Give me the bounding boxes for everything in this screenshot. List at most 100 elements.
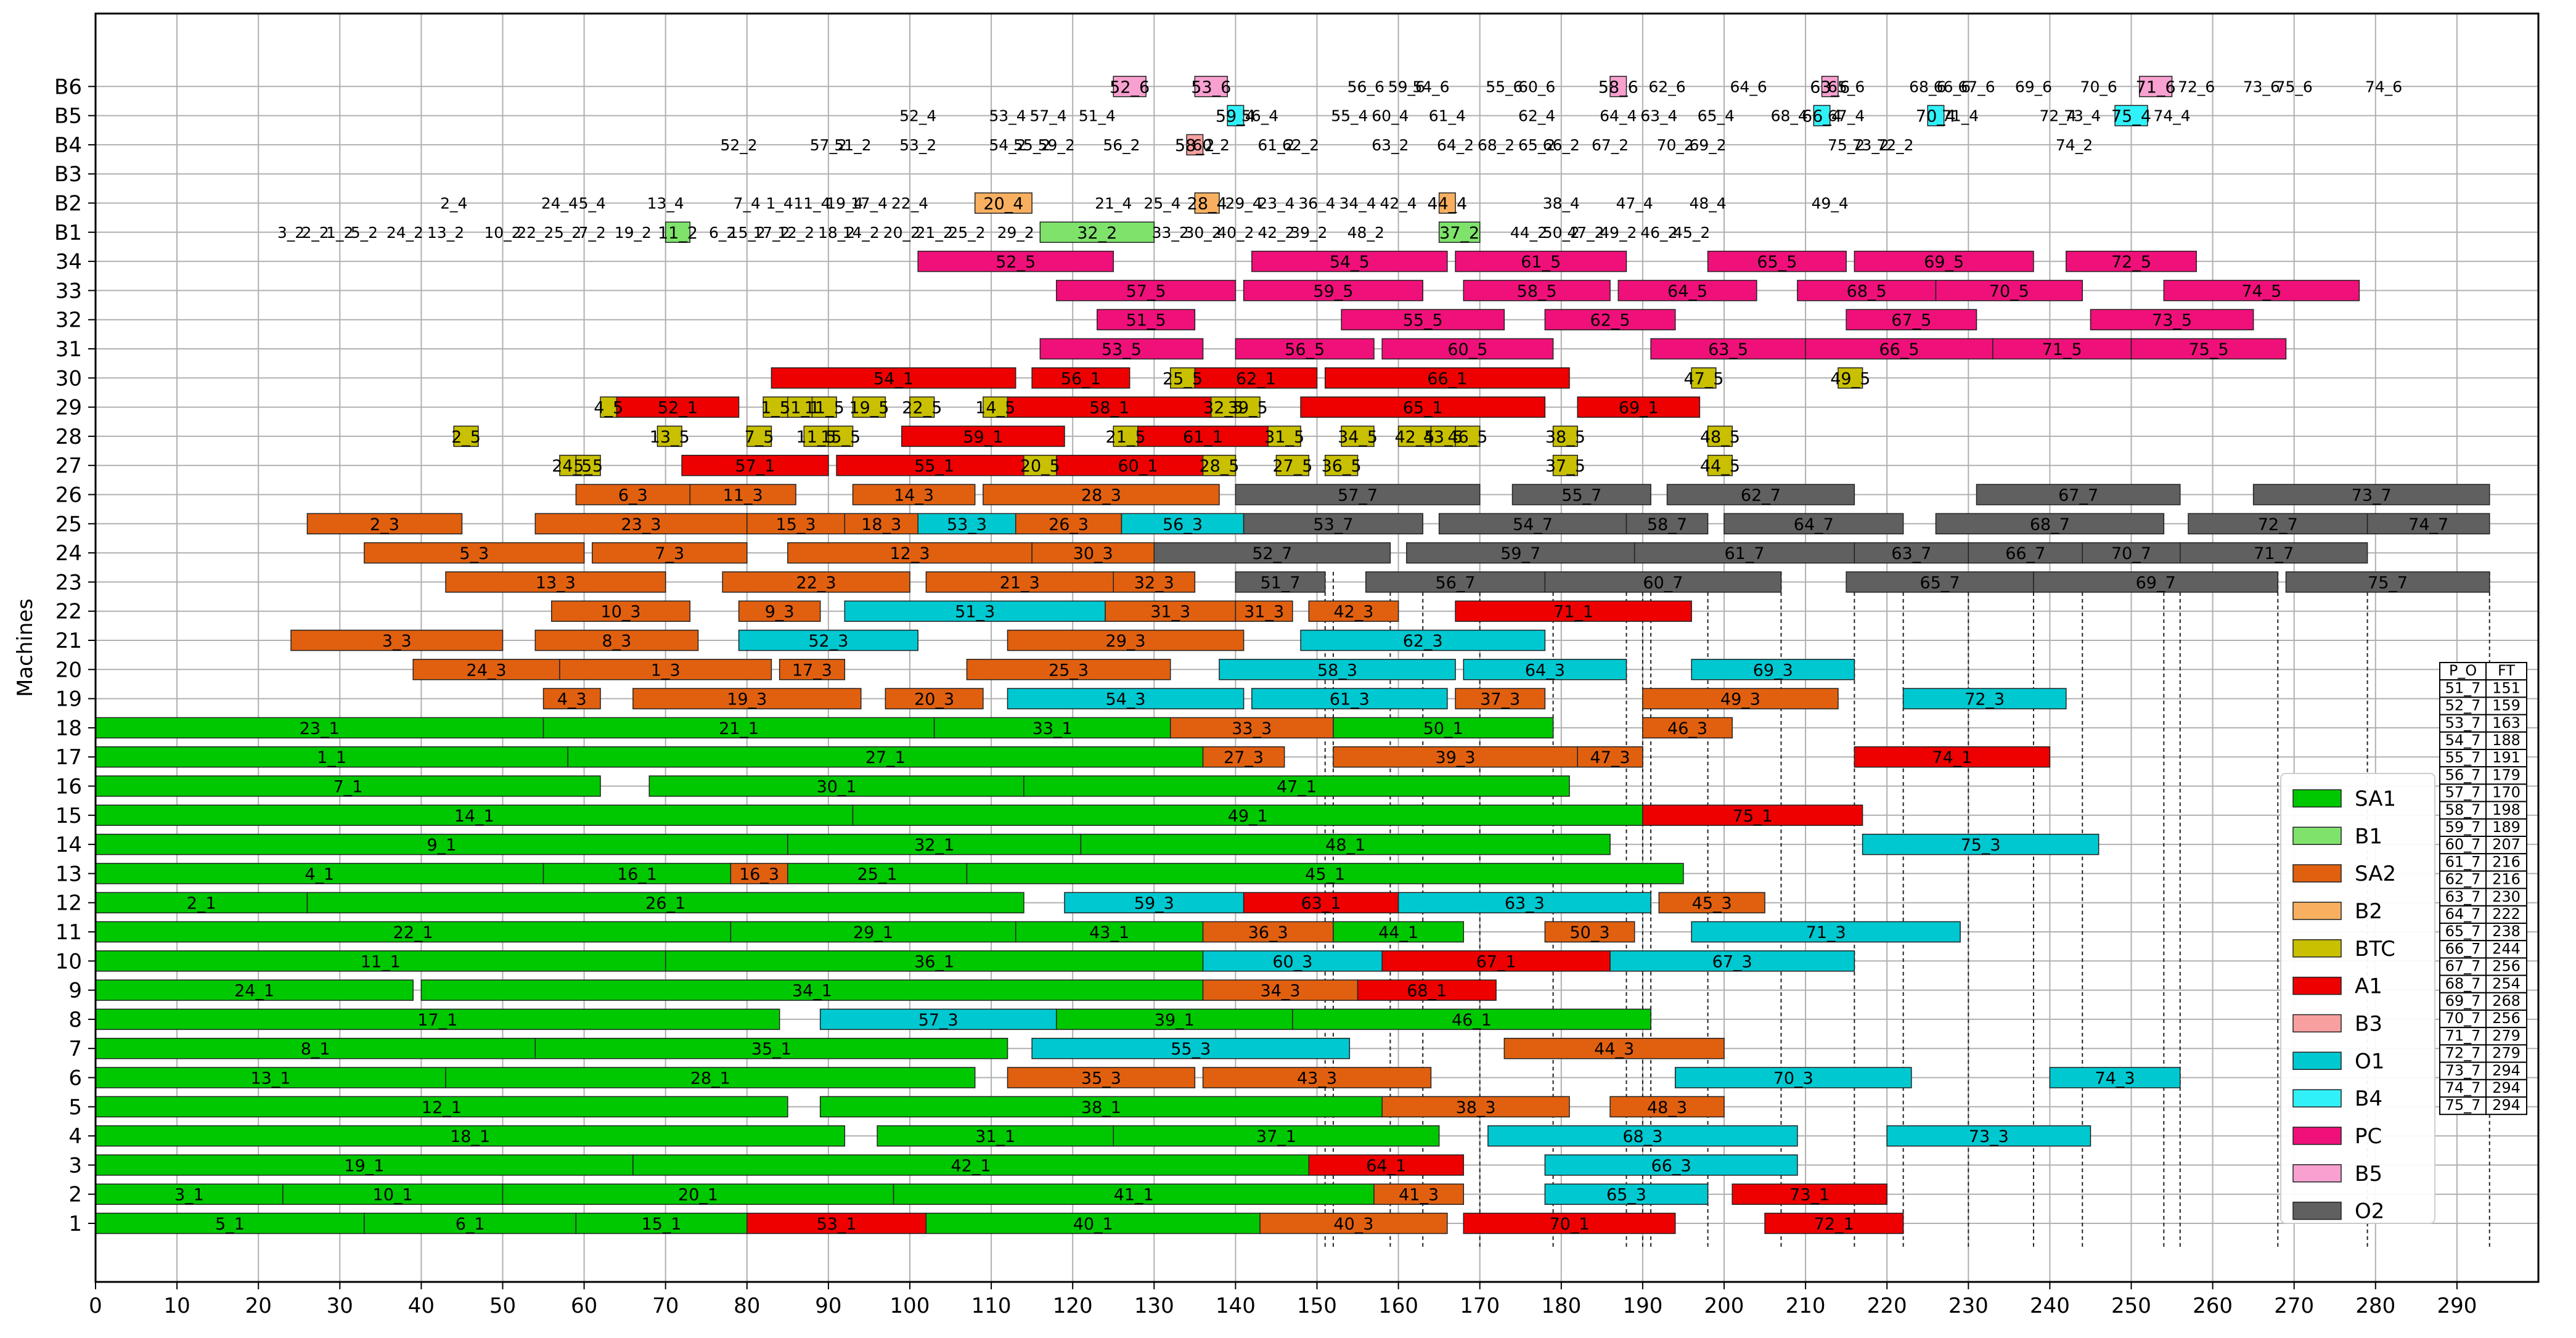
y-tick-label: 31 bbox=[55, 337, 82, 362]
task-bar-label: 75_3 bbox=[1961, 836, 2001, 855]
task-bar bbox=[1056, 280, 1237, 301]
task-bar-label: 51_1 bbox=[780, 399, 820, 418]
task-bar-label: 17_3 bbox=[792, 661, 832, 680]
task-bar bbox=[1642, 804, 1863, 826]
table-job: 61_7 bbox=[2445, 853, 2481, 870]
y-tick-label: 20 bbox=[55, 658, 82, 682]
task-bar bbox=[836, 454, 1032, 476]
y-tick-label: 25 bbox=[55, 512, 82, 537]
task-bar bbox=[1235, 396, 1261, 418]
task-bar bbox=[730, 921, 1016, 943]
task-bar-label: 25_3 bbox=[1049, 661, 1089, 680]
task-text-label: 72_4 bbox=[2040, 107, 2077, 125]
table-finish-time: 256 bbox=[2492, 958, 2521, 975]
task-text-label: 60_6 bbox=[1518, 78, 1555, 96]
task-text-label: 2_4 bbox=[440, 195, 467, 213]
task-bar-label: 41_3 bbox=[1399, 1186, 1439, 1205]
task-bar-label: 28_3 bbox=[1081, 486, 1121, 505]
table-finish-time: 294 bbox=[2492, 1079, 2521, 1096]
task-bar-label: 49_5 bbox=[1830, 369, 1870, 388]
y-tick-label: 17 bbox=[55, 745, 82, 770]
task-bar bbox=[1732, 1183, 1887, 1205]
task-text-label: 34_4 bbox=[1339, 195, 1376, 213]
task-text-label: 49_2 bbox=[1600, 224, 1637, 242]
x-tick-label: 40 bbox=[408, 1294, 435, 1318]
task-bar bbox=[1341, 425, 1375, 447]
task-bar-label: 47_1 bbox=[1277, 778, 1317, 797]
y-tick-label: 23 bbox=[55, 570, 82, 595]
y-tick-label: 15 bbox=[55, 804, 82, 828]
task-text-label: 68_4 bbox=[1771, 107, 1808, 125]
task-bar-label: 68_3 bbox=[1622, 1127, 1662, 1146]
task-bar-label: 22_3 bbox=[796, 573, 836, 592]
table-cell bbox=[2439, 662, 2487, 681]
table-finish-time: 222 bbox=[2492, 905, 2521, 923]
task-bar-label: 56_3 bbox=[1163, 515, 1203, 534]
task-bar-label: 4_1 bbox=[305, 865, 334, 884]
task-bar bbox=[542, 688, 601, 709]
task-bar bbox=[95, 775, 601, 797]
task-bar bbox=[779, 659, 846, 680]
x-tick-label: 50 bbox=[489, 1294, 516, 1318]
task-bar bbox=[2180, 542, 2368, 564]
legend-label: PC bbox=[2355, 1124, 2382, 1149]
task-text-label: 72_2 bbox=[1876, 136, 1913, 154]
x-tick-label: 270 bbox=[2274, 1294, 2314, 1318]
y-tick-label: 21 bbox=[55, 629, 82, 653]
task-bar-label: 44_5 bbox=[1700, 457, 1740, 476]
task-text-label: 45_2 bbox=[1673, 224, 1710, 242]
task-bar-label: 61_7 bbox=[1725, 544, 1765, 563]
task-bar bbox=[1365, 571, 1546, 593]
task-bar-label: 26_3 bbox=[1049, 515, 1089, 534]
task-bar-label: 69_3 bbox=[1753, 661, 1793, 680]
task-bar-label: 18_3 bbox=[861, 515, 901, 534]
task-bar bbox=[95, 1037, 536, 1059]
task-bar bbox=[983, 396, 1008, 418]
task-bar bbox=[1113, 76, 1147, 97]
table-cell bbox=[2485, 679, 2527, 698]
task-bar bbox=[885, 688, 984, 709]
task-bar-label: 21_1 bbox=[719, 719, 759, 738]
table-finish-time: 163 bbox=[2492, 714, 2521, 732]
task-bar-label: 64_7 bbox=[1794, 515, 1834, 534]
task-bar bbox=[1300, 396, 1546, 418]
y-tick-label: 14 bbox=[55, 833, 82, 857]
table-cell bbox=[2485, 766, 2527, 785]
task-bar-label: 44_1 bbox=[1378, 923, 1418, 942]
task-bar bbox=[542, 717, 935, 739]
task-bar-label: 66_7 bbox=[2005, 544, 2045, 563]
task-bar-label: 57_3 bbox=[918, 1011, 959, 1030]
task-bar bbox=[412, 659, 560, 680]
task-bar bbox=[852, 396, 886, 418]
task-bar-label: 35_1 bbox=[751, 1040, 791, 1059]
task-bar bbox=[445, 1067, 976, 1088]
task-bar bbox=[1251, 688, 1448, 709]
task-bar bbox=[1976, 484, 2181, 505]
y-tick-label: 6 bbox=[68, 1066, 82, 1091]
task-bar bbox=[1764, 1212, 1904, 1234]
task-bar-label: 44_3 bbox=[1594, 1040, 1634, 1059]
task-bar-label: 37_5 bbox=[1545, 457, 1585, 476]
task-bar-label: 7_1 bbox=[333, 778, 363, 797]
task-bar bbox=[656, 425, 682, 447]
task-bar bbox=[1211, 396, 1237, 418]
task-text-label: 67_6 bbox=[1958, 78, 1995, 96]
task-bar-label: 44_4 bbox=[1427, 195, 1467, 214]
task-bar-label: 59_7 bbox=[1500, 544, 1540, 563]
task-text-label: 63_2 bbox=[1372, 136, 1409, 154]
task-text-label: 19_2 bbox=[615, 224, 652, 242]
task-bar-label: 23_3 bbox=[621, 515, 661, 534]
task-bar-label: 13_3 bbox=[536, 573, 576, 592]
task-bar-label: 27_5 bbox=[1272, 457, 1312, 476]
y-tick-label: B3 bbox=[54, 162, 82, 187]
task-bar bbox=[1430, 425, 1456, 447]
task-text-label: 18_2 bbox=[818, 224, 855, 242]
task-text-label: 12_2 bbox=[777, 224, 814, 242]
task-bar-label: 16_1 bbox=[617, 865, 657, 884]
task-bar bbox=[1658, 892, 1765, 913]
task-bar bbox=[1805, 338, 1993, 360]
task-bar-label: 66_1 bbox=[1427, 369, 1467, 388]
task-text-label: 23_4 bbox=[1257, 195, 1294, 213]
task-bar bbox=[551, 600, 691, 622]
y-tick-label: 3 bbox=[68, 1153, 82, 1178]
